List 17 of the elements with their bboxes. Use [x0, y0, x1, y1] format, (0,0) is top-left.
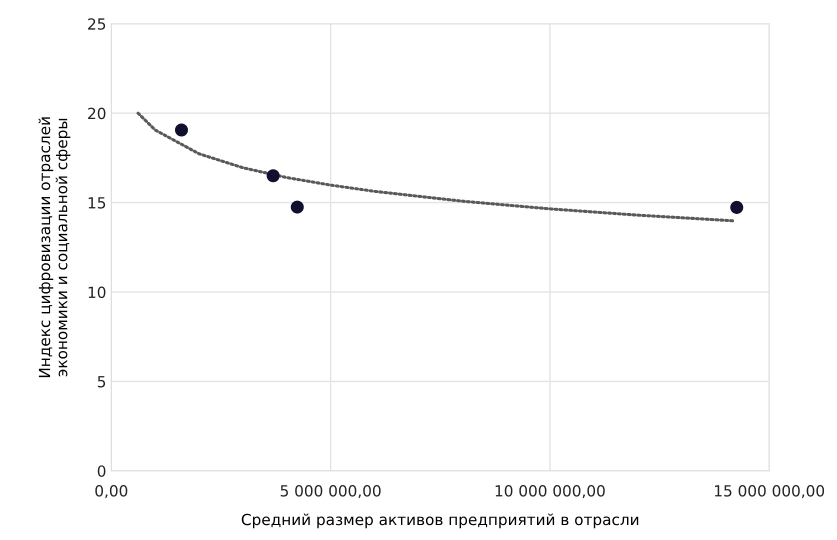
- x-tick-label: 15 000 000,00: [714, 485, 824, 498]
- point: [290, 200, 304, 214]
- x-axis-title: Средний размер активов предприятий в отрасли: [242, 514, 638, 528]
- y-tick-label: 10: [88, 286, 106, 298]
- point: [730, 200, 744, 214]
- x-tick-label: 5 000 000,00: [280, 485, 381, 498]
- x-tick-label: 10 000 000,00: [496, 485, 605, 498]
- y-tick-label: 0: [98, 465, 106, 477]
- y-axis-title: Индекс цифровизации отраслей экономики и социальной сферы: [38, 117, 70, 378]
- line-series: [136, 112, 736, 222]
- y-tick-label: 20: [88, 108, 106, 120]
- y-tick-label: 25: [88, 18, 106, 30]
- point: [266, 169, 280, 182]
- point: [174, 123, 188, 136]
- y-tick-label: 15: [88, 197, 106, 209]
- y-tick-label: 5: [98, 376, 106, 388]
- x-tick-label: 0,00: [95, 485, 128, 498]
